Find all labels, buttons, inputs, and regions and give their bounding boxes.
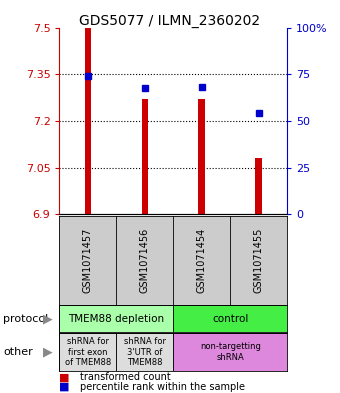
- Text: percentile rank within the sample: percentile rank within the sample: [80, 382, 245, 392]
- Bar: [199, 99, 205, 214]
- Text: ▶: ▶: [43, 345, 53, 359]
- Text: GSM1071454: GSM1071454: [197, 228, 207, 293]
- Text: shRNA for
first exon
of TMEM88: shRNA for first exon of TMEM88: [65, 337, 111, 367]
- Text: other: other: [3, 347, 33, 357]
- Text: ■: ■: [59, 382, 73, 392]
- Text: GSM1071455: GSM1071455: [254, 228, 264, 293]
- Bar: [255, 158, 262, 214]
- Bar: [59, 305, 173, 332]
- Bar: [59, 333, 116, 371]
- Text: ▶: ▶: [43, 312, 53, 325]
- Bar: [173, 305, 287, 332]
- Text: ■: ■: [59, 372, 73, 382]
- Bar: [141, 99, 148, 214]
- Text: TMEM88 depletion: TMEM88 depletion: [68, 314, 165, 324]
- Text: transformed count: transformed count: [80, 372, 171, 382]
- Bar: [85, 28, 91, 214]
- Text: GDS5077 / ILMN_2360202: GDS5077 / ILMN_2360202: [80, 14, 260, 28]
- Bar: [173, 333, 287, 371]
- Text: protocol: protocol: [3, 314, 49, 324]
- Text: GSM1071456: GSM1071456: [140, 228, 150, 293]
- Text: shRNA for
3'UTR of
TMEM88: shRNA for 3'UTR of TMEM88: [124, 337, 166, 367]
- Text: GSM1071457: GSM1071457: [83, 228, 93, 293]
- Text: non-targetting
shRNA: non-targetting shRNA: [200, 342, 261, 362]
- Text: control: control: [212, 314, 249, 324]
- Bar: [116, 333, 173, 371]
